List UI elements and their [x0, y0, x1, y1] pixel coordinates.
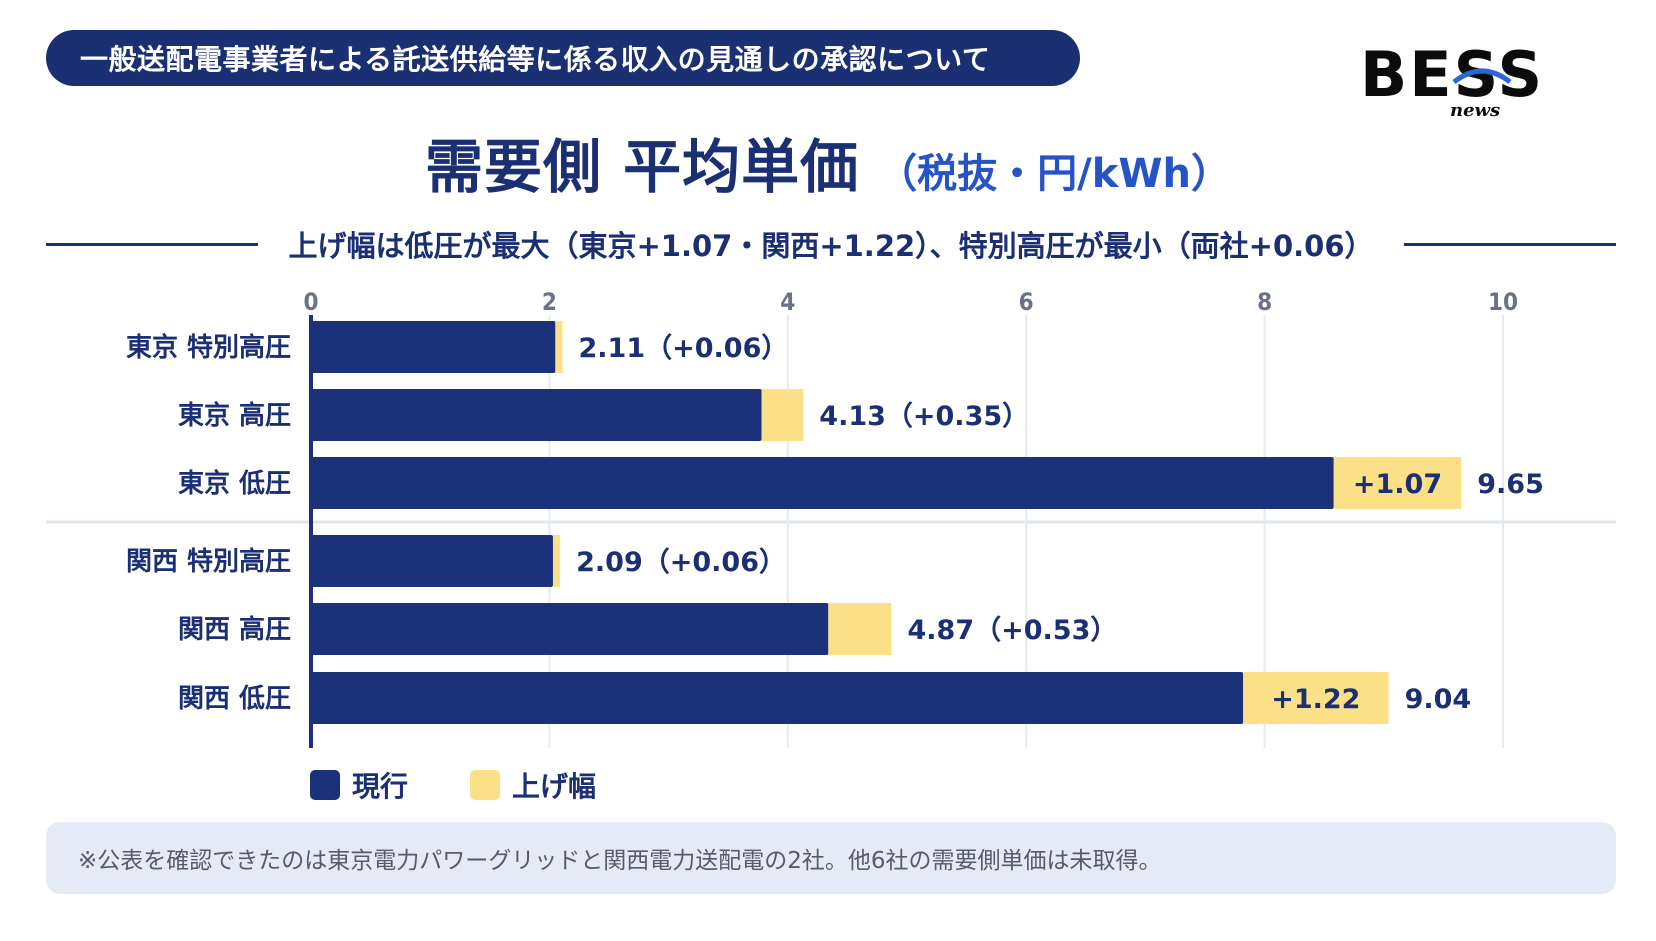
chart-area: 0 2 4 6 8 10 東京 特別高圧 2.11（+0.06） 東京 高圧 4.13（+0.35… — [0, 280, 1656, 760]
category-label: 東京 特別高圧 — [126, 332, 291, 363]
subtitle-right-rule — [1403, 242, 1616, 246]
bar-current — [311, 321, 556, 373]
category-label: 関西 特別高圧 — [126, 546, 291, 577]
bar-chart: 0 2 4 6 8 10 東京 特別高圧 2.11（+0.06） 東京 高圧 4.13（+0.35… — [46, 288, 1616, 748]
bar-current — [311, 603, 829, 655]
title-unit: （税抜・円/kWh） — [877, 151, 1231, 197]
value-label: 4.13（+0.35） — [819, 401, 1029, 432]
chart-legend: 現行 上げ幅 — [310, 765, 596, 805]
bar-increase — [552, 535, 561, 587]
bess-news-logo: BESS news — [1360, 42, 1610, 132]
bar-increase — [1243, 672, 1389, 724]
bar-current — [311, 457, 1334, 509]
value-label: 9.04 — [1405, 684, 1472, 715]
x-tick-label: 2 — [542, 288, 557, 316]
header-banner: 一般送配電事業者による託送供給等に係る収入の見通しの承認について — [46, 30, 1080, 86]
logo-text: BESS — [1360, 38, 1545, 111]
value-label: 2.11（+0.06） — [579, 333, 789, 364]
bar-increase — [761, 389, 804, 441]
bar-current — [311, 389, 762, 441]
bar-increase — [555, 321, 563, 373]
increase-label: +1.07 — [1353, 469, 1442, 500]
logo-subtext: news — [1450, 100, 1501, 121]
value-label: 2.09（+0.06） — [576, 547, 786, 578]
logo-arc-icon — [1452, 68, 1512, 84]
category-label: 関西 高圧 — [178, 614, 291, 645]
subtitle-left-rule — [46, 242, 259, 246]
x-tick-label: 6 — [1019, 288, 1034, 316]
legend-label-increase: 上げ幅 — [512, 770, 597, 803]
bar-increase — [1333, 457, 1462, 509]
increase-label: +1.22 — [1271, 684, 1360, 715]
subtitle-row: 上げ幅は低圧が最大（東京+1.07・関西+1.22）、特別高圧が最小（両社+0.… — [46, 222, 1616, 266]
footnote-text: ※公表を確認できたのは東京電力パワーグリッドと関西電力送配電の2社。他6社の需要… — [78, 848, 1162, 874]
footnote: ※公表を確認できたのは東京電力パワーグリッドと関西電力送配電の2社。他6社の需要… — [46, 822, 1616, 894]
legend-item-current: 現行 — [310, 765, 408, 805]
banner-text: 一般送配電事業者による託送供給等に係る収入の見通しの承認について — [80, 43, 991, 76]
legend-swatch-current — [310, 770, 340, 800]
legend-swatch-increase — [470, 770, 501, 800]
x-tick-label: 8 — [1257, 288, 1272, 316]
chart-subtitle: 上げ幅は低圧が最大（東京+1.07・関西+1.22）、特別高圧が最小（両社+0.… — [288, 229, 1374, 263]
x-tick-label: 4 — [780, 288, 795, 316]
category-label: 東京 高圧 — [178, 400, 291, 431]
bar-increase — [828, 603, 892, 655]
legend-label-current: 現行 — [352, 770, 409, 803]
x-tick-label: 0 — [303, 288, 318, 316]
value-label: 9.65 — [1477, 469, 1544, 500]
category-label: 東京 低圧 — [178, 468, 291, 499]
legend-item-increase: 上げ幅 — [470, 765, 596, 805]
value-label: 4.87（+0.53） — [908, 615, 1118, 646]
page-title: 需要側 平均単価 — [424, 133, 860, 201]
bar-current — [311, 672, 1244, 724]
bar-current — [311, 535, 553, 587]
category-label: 関西 低圧 — [178, 684, 291, 714]
x-tick-label: 10 — [1488, 288, 1518, 316]
title-row: 需要側 平均単価 （税抜・円/kWh） — [0, 120, 1656, 201]
